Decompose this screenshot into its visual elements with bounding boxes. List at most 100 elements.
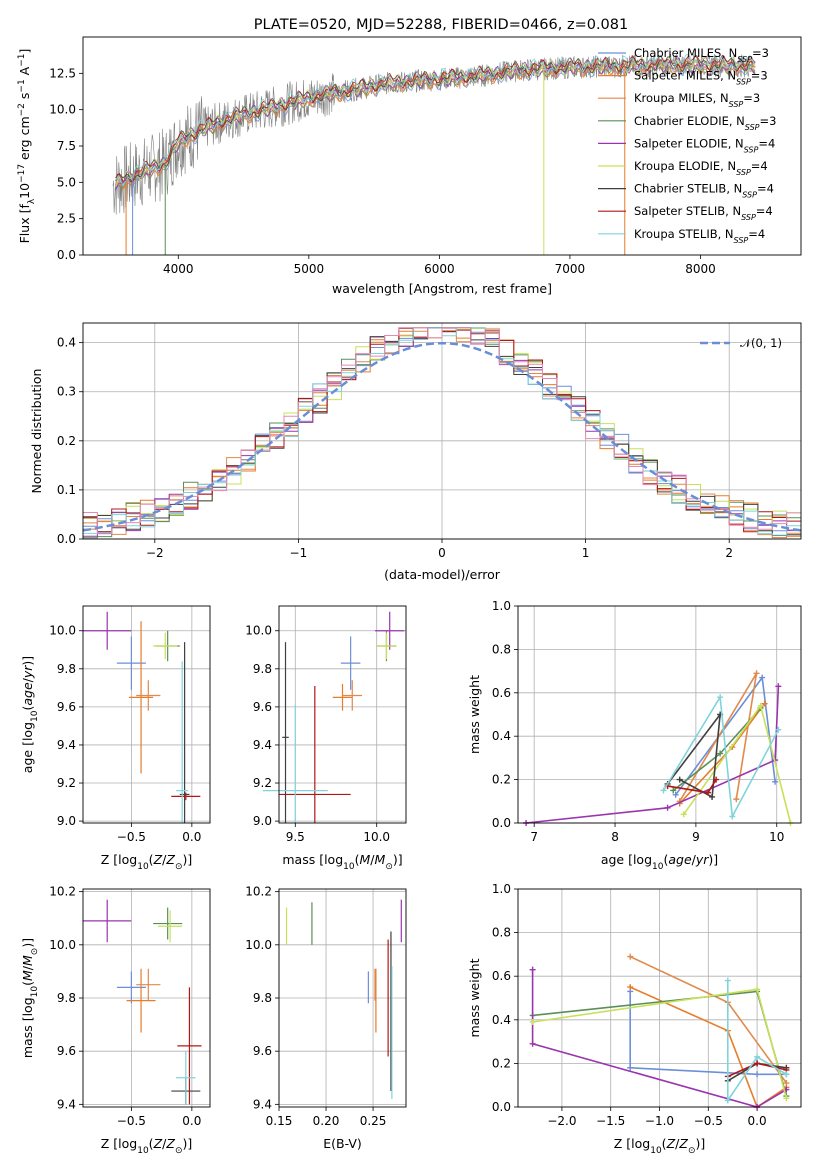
axes-frame xyxy=(278,888,407,1108)
age_vs_mass-axes: 9.5 10.0 9.0 9.2 9.4 9.6 9.8 10.0 mass [log10(M/… xyxy=(245,605,407,872)
x-tick-label: 5000 xyxy=(294,262,325,276)
x-tick-label: 1 xyxy=(582,546,590,560)
x-tick-label: 8 xyxy=(611,830,619,844)
weight-point-marker xyxy=(529,1018,536,1025)
y-tick-label: 9.0 xyxy=(57,814,76,828)
x-tick-label: 7 xyxy=(530,830,538,844)
weight-point-marker xyxy=(754,1071,761,1078)
y-tick-label: 0.0 xyxy=(492,1100,511,1114)
spectrum-legend: Chabrier MILES, NSSP=3 Salpeter MILES, NS… xyxy=(598,46,776,244)
weight-point-marker xyxy=(724,1097,731,1104)
legend-label: Kroupa STELIB, NSSP=4 xyxy=(634,227,765,245)
spectrum-axes: 4000 5000 6000 7000 8000 0.0 2.5 5.0 7.5 10.0 12.5… xyxy=(17,36,802,296)
weight-point-marker xyxy=(627,1064,634,1071)
legend-label: Kroupa MILES, NSSP=3 xyxy=(634,91,760,109)
weight-point-marker xyxy=(705,789,712,796)
weight_vs_age-axes: 7 8 9 10 0.0 0.2 0.4 0.6 0.8 1.0 mass weight age [l… xyxy=(467,599,802,872)
y-tick-label: 9.6 xyxy=(57,1044,76,1058)
mass_vs_EBV-axes: 0.15 0.20 0.25 9.4 9.6 9.8 10.0 10.2 E(B-V) xyxy=(245,885,407,1151)
axes-frame xyxy=(82,888,211,1108)
x-tick-label: −2 xyxy=(146,546,164,560)
x-tick-label: 2 xyxy=(725,546,733,560)
weight-point-marker xyxy=(680,811,687,818)
spectrum-model-line xyxy=(115,53,756,186)
y-tick-label: 10.0 xyxy=(245,624,272,638)
weight-point-marker xyxy=(724,977,731,984)
x-tick-label: 0.15 xyxy=(266,1114,293,1128)
axes-frame xyxy=(517,888,802,1108)
x-tick-label: 10 xyxy=(769,830,784,844)
y-tick-label: 9.0 xyxy=(253,814,272,828)
legend-label: Chabrier STELIB, NSSP=4 xyxy=(634,182,774,200)
mass-vs-EBV-xlabel: E(B-V) xyxy=(323,1136,362,1151)
age-vs-mass-xlabel: mass [log10(M/M⊙)] xyxy=(282,852,402,872)
y-tick-label: 0.2 xyxy=(492,773,511,787)
residuals-xlabel: (data-model)/error xyxy=(384,567,501,582)
x-tick-label: 4000 xyxy=(163,262,194,276)
y-tick-label: 9.8 xyxy=(253,991,272,1005)
x-tick-label: 0.0 xyxy=(748,1114,767,1128)
y-tick-label: 2.5 xyxy=(57,212,76,226)
weight-point-marker xyxy=(627,984,634,991)
x-tick-label: 10.0 xyxy=(363,830,390,844)
residuals-legend: 𝒩(0, 1) xyxy=(700,336,782,350)
residual-histogram xyxy=(83,327,801,535)
mass_vs_Z-axes: −0.5 0.0 9.4 9.6 9.8 10.0 10.2 Z [log10(Z/Z⊙)] m… xyxy=(20,885,211,1156)
y-tick-label: 12.5 xyxy=(49,66,76,80)
axes-frame xyxy=(82,36,802,256)
spectrum-model-line xyxy=(115,54,756,183)
weight_vs_Z-ylabel: mass weight xyxy=(467,958,482,1037)
weight-series-line xyxy=(526,686,780,824)
x-tick-label: −1.0 xyxy=(645,1114,674,1128)
x-tick-label: 0.20 xyxy=(313,1114,340,1128)
age-vs-Z-xlabel: Z [log10(Z/Z⊙)] xyxy=(101,852,193,872)
y-tick-label: 9.4 xyxy=(57,738,76,752)
weight-point-marker xyxy=(772,778,779,785)
spectrum-ylabel: Flux [fλ10−17 erg cm−2 s−1 A−1] xyxy=(17,49,37,244)
x-tick-label: 0 xyxy=(438,546,446,560)
y-tick-label: 0.0 xyxy=(57,532,76,546)
y-tick-label: 0.0 xyxy=(492,816,511,830)
y-tick-label: 1.0 xyxy=(492,882,511,896)
y-tick-label: 9.8 xyxy=(57,662,76,676)
weight-point-marker xyxy=(713,776,720,783)
y-tick-label: 9.2 xyxy=(57,776,76,790)
residuals-ylabel: Normed distribution xyxy=(29,369,44,494)
spectrum-model-line xyxy=(115,56,756,191)
axes-frame xyxy=(278,605,407,824)
y-tick-label: 10.0 xyxy=(49,938,76,952)
weight-point-marker xyxy=(717,694,724,701)
spectrum-xlabel: wavelength [Angstrom, rest frame] xyxy=(332,281,552,296)
legend-label: Chabrier ELODIE, NSSP=3 xyxy=(634,114,776,132)
y-tick-label: 0.1 xyxy=(57,483,76,497)
mass-vs-Z-ylabel: mass [log10(M/M⊙)] xyxy=(20,938,40,1058)
y-tick-label: 9.8 xyxy=(253,662,272,676)
weight-point-marker xyxy=(672,791,679,798)
x-tick-label: 8000 xyxy=(685,262,716,276)
weight-point-marker xyxy=(676,776,683,783)
legend-label: Chabrier MILES, NSSP=3 xyxy=(634,46,769,64)
y-tick-label: 0.3 xyxy=(57,385,76,399)
y-tick-label: 5.0 xyxy=(57,175,76,189)
weight-series-line xyxy=(629,991,787,1076)
weight-point-marker xyxy=(529,1040,536,1047)
weight_vs_age-ylabel: mass weight xyxy=(467,675,482,754)
weight-series-line xyxy=(629,986,787,1109)
y-tick-label: 0.4 xyxy=(57,336,76,350)
spectrum-model-line xyxy=(115,59,756,188)
weight-point-marker xyxy=(709,793,716,800)
weight-point-marker xyxy=(670,787,677,794)
weight-point-marker xyxy=(761,700,768,707)
weight-point-marker xyxy=(717,750,724,757)
weight-point-marker xyxy=(775,683,782,690)
weight-point-marker xyxy=(757,702,764,709)
x-tick-label: 0.0 xyxy=(182,830,201,844)
weight_vs_Z-axes: −2.0 −1.5 −1.0 −0.5 0.0 0.0 0.2 0.4 0.6 0.8 1.0 mas… xyxy=(467,882,802,1156)
x-tick-label: 9 xyxy=(692,830,700,844)
y-tick-label: 9.8 xyxy=(57,991,76,1005)
axes-frame xyxy=(82,322,802,540)
axes-frame xyxy=(82,605,211,824)
y-tick-label: 9.4 xyxy=(253,1097,272,1111)
y-tick-label: 7.5 xyxy=(57,139,76,153)
